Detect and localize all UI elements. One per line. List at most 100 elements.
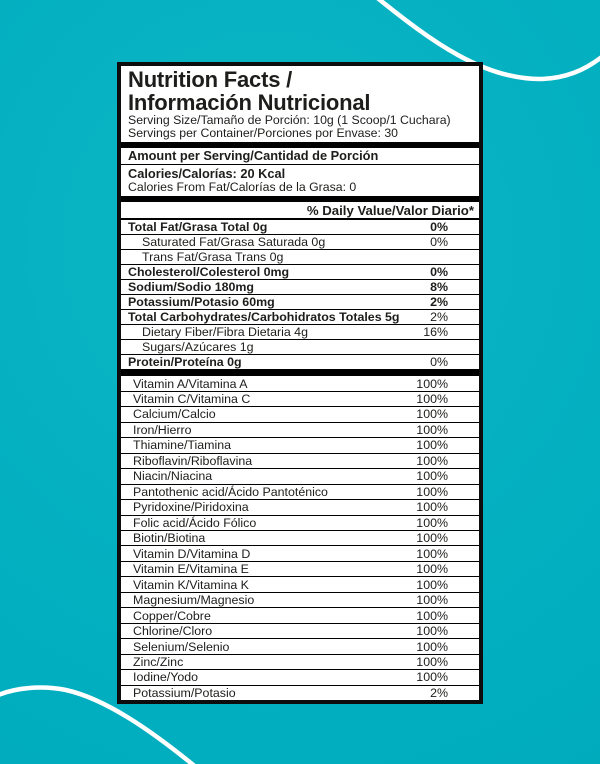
- micronutrient-label: Vitamin D/Vitamina D: [133, 546, 251, 561]
- micronutrient-value: 100%: [416, 608, 448, 623]
- amount-per-serving-row: Amount per Serving/Cantidad de Porción: [121, 148, 479, 165]
- micronutrient-value: 100%: [416, 670, 448, 685]
- micronutrient-value: 100%: [416, 654, 448, 669]
- micronutrient-row: Selenium/Selenio 100%: [121, 639, 479, 655]
- nutrient-value: 2%: [430, 310, 448, 325]
- nutrient-row: Protein/Proteína 0g 0%: [121, 355, 479, 371]
- divider-bar-thick: [121, 141, 479, 148]
- micronutrient-row: Biotin/Biotina 100%: [121, 531, 479, 547]
- micronutrient-row: Iodine/Yodo 100%: [121, 670, 479, 686]
- micronutrient-row: Vitamin E/Vitamina E 100%: [121, 562, 479, 578]
- micronutrient-value: 100%: [416, 469, 448, 484]
- micronutrient-row: Zinc/Zinc 100%: [121, 654, 479, 671]
- nutrient-row: Saturated Fat/Grasa Saturada 0g 0%: [121, 235, 479, 251]
- micronutrient-row: Vitamin D/Vitamina D 100%: [121, 546, 479, 562]
- micronutrient-label: Iodine/Yodo: [133, 670, 199, 685]
- calories-text: Calories/Calorías: 20 Kcal: [128, 165, 286, 181]
- micronutrient-value: 100%: [416, 546, 448, 561]
- daily-value-header: % Daily Value/Valor Diario*: [121, 202, 479, 221]
- micronutrient-value: 100%: [416, 624, 448, 639]
- micronutrient-row: Vitamin A/Vitamina A 100%: [121, 376, 479, 392]
- calories-from-fat-text: Calories From Fat/Calorías de la Grasa: …: [128, 179, 357, 194]
- micronutrient-label: Thiamine/Tiamina: [133, 438, 232, 453]
- micronutrient-label: Magnesium/Magnesio: [133, 593, 255, 608]
- micronutrient-value: 100%: [416, 562, 448, 577]
- nutrient-row: Sodium/Sodio 180mg 8%: [121, 280, 479, 296]
- label-title-line1: Nutrition Facts /: [128, 67, 293, 92]
- micronutrient-row: Niacin/Niacina 100%: [121, 469, 479, 485]
- micronutrient-value: 100%: [416, 376, 448, 391]
- micronutrient-row: Iron/Hierro 100%: [121, 422, 479, 439]
- micronutrient-row: Vitamin K/Vitamina K 100%: [121, 577, 479, 593]
- nutrient-row: Sugars/Azúcares 1g: [121, 340, 479, 356]
- micronutrient-value: 100%: [416, 577, 448, 592]
- bottom-left-curve-line: [0, 685, 196, 764]
- nutrient-value: 8%: [430, 280, 448, 295]
- nutrient-label: Protein/Proteína 0g: [128, 355, 242, 370]
- micronutrient-label: Pantothenic acid/Ácido Pantoténico: [133, 484, 328, 499]
- nutrient-value: 0%: [430, 355, 448, 370]
- nutrient-row: Trans Fat/Grasa Trans 0g: [121, 250, 479, 266]
- micronutrient-label: Vitamin A/Vitamina A: [133, 376, 248, 391]
- nutrient-label: Cholesterol/Colesterol 0mg: [128, 265, 290, 280]
- nutrient-label: Total Fat/Grasa Total 0g: [128, 220, 268, 235]
- micronutrient-value: 2%: [430, 685, 448, 700]
- micronutrient-value: 100%: [416, 453, 448, 468]
- micronutrient-label: Iron/Hierro: [133, 422, 192, 437]
- nutrient-label: Trans Fat/Grasa Trans 0g: [142, 250, 284, 265]
- nutrient-row: Total Fat/Grasa Total 0g 0%: [121, 220, 479, 236]
- micronutrient-label: Selenium/Selenio: [133, 639, 230, 654]
- divider-bar-thick: [121, 196, 479, 203]
- micronutrient-label: Chlorine/Cloro: [133, 624, 213, 639]
- micronutrient-row: Folic acid/Ácido Fólico 100%: [121, 516, 479, 531]
- servings-per-container-text: Servings per Container/Porciones por Env…: [128, 126, 398, 141]
- label-title-line2: Información Nutricional: [128, 90, 371, 115]
- micronutrient-label: Folic acid/Ácido Fólico: [133, 515, 257, 530]
- micronutrient-row: Chlorine/Cloro 100%: [121, 624, 479, 640]
- micronutrient-value: 100%: [416, 639, 448, 654]
- micronutrient-value: 100%: [416, 484, 448, 499]
- micronutrient-label: Riboflavin/Riboflavina: [133, 453, 253, 468]
- label-header: Nutrition Facts / Información Nutriciona…: [121, 66, 479, 142]
- nutrient-row: Potassium/Potasio 60mg 2%: [121, 295, 479, 311]
- micronutrient-label: Pyridoxine/Piridoxina: [133, 500, 249, 515]
- nutrient-row: Dietary Fiber/Fibra Dietaria 4g 16%: [121, 325, 479, 341]
- nutrient-value: 2%: [430, 295, 448, 310]
- micronutrient-row: Magnesium/Magnesio 100%: [121, 593, 479, 609]
- micronutrient-value: 100%: [416, 407, 448, 422]
- micronutrients-section: Vitamin A/Vitamina A 100% Vitamin C/Vitami…: [121, 376, 479, 700]
- micronutrient-row: Pyridoxine/Piridoxina 100%: [121, 500, 479, 516]
- micronutrient-value: 100%: [416, 593, 448, 608]
- top-right-curve-line: [376, 0, 600, 82]
- micronutrient-row: Riboflavin/Riboflavina 100%: [121, 453, 479, 470]
- nutrient-value: 16%: [423, 325, 448, 340]
- micronutrient-value: 100%: [416, 438, 448, 453]
- nutrient-value: 0%: [430, 265, 448, 280]
- micronutrient-row: Potassium/Potasio 2%: [121, 686, 479, 700]
- nutrient-label: Potassium/Potasio 60mg: [128, 295, 275, 310]
- micronutrient-label: Calcium/Calcio: [133, 407, 216, 422]
- nutrient-label: Sugars/Azúcares 1g: [142, 340, 254, 355]
- serving-size-text: Serving Size/Tamaño de Porción: 10g (1 S…: [128, 113, 451, 127]
- micronutrient-label: Vitamin E/Vitamina E: [133, 562, 249, 577]
- nutrient-label: Saturated Fat/Grasa Saturada 0g: [142, 235, 326, 250]
- nutrient-row: Total Carbohydrates/Carbohidratos Totale…: [121, 310, 479, 326]
- micronutrient-label: Zinc/Zinc: [133, 654, 184, 669]
- divider-bar-thick: [121, 370, 479, 377]
- micronutrient-value: 100%: [416, 392, 448, 407]
- nutrient-value: 0%: [430, 220, 448, 235]
- micronutrient-label: Vitamin C/Vitamina C: [133, 392, 251, 407]
- nutrient-label: Total Carbohydrates/Carbohidratos Totale…: [128, 310, 400, 325]
- micronutrient-row: Thiamine/Tiamina 100%: [121, 438, 479, 454]
- micronutrient-row: Calcium/Calcio 100%: [121, 407, 479, 423]
- micronutrient-label: Biotin/Biotina: [133, 531, 206, 546]
- micronutrient-row: Vitamin C/Vitamina C 100%: [121, 392, 479, 408]
- nutrient-label: Dietary Fiber/Fibra Dietaria 4g: [142, 325, 308, 340]
- nutrient-label: Sodium/Sodio 180mg: [128, 280, 254, 295]
- micronutrient-label: Potassium/Potasio: [133, 685, 236, 700]
- nutrient-row: Cholesterol/Colesterol 0mg 0%: [121, 265, 479, 281]
- nutrients-section: Total Fat/Grasa Total 0g 0% Saturated Fat/…: [121, 220, 479, 371]
- micronutrient-label: Vitamin K/Vitamina K: [133, 577, 249, 592]
